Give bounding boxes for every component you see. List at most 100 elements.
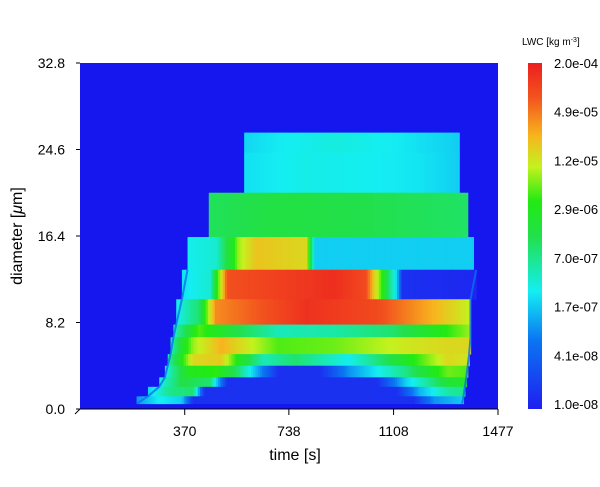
heatmap-cell [353, 337, 357, 355]
heatmap-cell [364, 237, 367, 271]
heatmap-cell [464, 354, 468, 367]
heatmap-cell [411, 152, 415, 194]
heatmap-cell [453, 269, 457, 300]
heatmap-cell [458, 386, 461, 397]
heatmap-cell [402, 152, 406, 194]
heatmap-cell [409, 152, 413, 194]
heatmap-cell [424, 377, 427, 388]
heatmap-cell [366, 354, 370, 367]
heatmap-cell [227, 396, 231, 405]
heatmap-cell [273, 324, 276, 338]
heatmap-cell [429, 324, 433, 338]
heatmap-cell [452, 132, 456, 154]
heatmap-cell [344, 354, 348, 367]
heatmap-cell [429, 152, 433, 194]
heatmap-cell [280, 365, 284, 378]
heatmap-cell [358, 269, 362, 300]
heatmap-cell [210, 354, 214, 367]
heatmap-cell [197, 386, 201, 397]
heatmap-cell [166, 377, 169, 388]
heatmap-cell [337, 354, 341, 367]
heatmap-cell [256, 269, 260, 300]
heatmap-cell [258, 269, 262, 300]
heatmap-cell [437, 396, 441, 405]
heatmap-cell [438, 365, 442, 378]
heatmap-cell [245, 396, 249, 405]
heatmap-cell [253, 365, 257, 378]
heatmap-cell [408, 192, 411, 238]
heatmap-cell [305, 365, 309, 378]
heatmap-cell [199, 269, 203, 300]
heatmap-cell [315, 396, 319, 405]
heatmap-cell [299, 386, 303, 397]
heatmap-cell [310, 269, 314, 300]
heatmap-cell [271, 354, 275, 367]
heatmap-cell [307, 152, 311, 194]
heatmap-cell [382, 365, 386, 378]
heatmap-cell [413, 324, 417, 338]
heatmap-cell [266, 152, 270, 194]
heatmap-cell [425, 237, 429, 271]
heatmap-cell [433, 269, 437, 300]
heatmap-cell [400, 152, 404, 194]
heatmap-cell [428, 377, 432, 388]
heatmap-cell [207, 365, 211, 378]
heatmap-cell [447, 365, 451, 378]
heatmap-cell [287, 237, 291, 271]
heatmap-cell [238, 192, 242, 238]
heatmap-cell [442, 337, 446, 355]
heatmap-cell [289, 152, 293, 194]
heatmap-cell [373, 354, 377, 367]
heatmap-cell [432, 132, 435, 154]
heatmap-cell [386, 324, 390, 338]
heatmap-cell [439, 354, 443, 367]
heatmap-cell [409, 365, 413, 378]
heatmap-cell [455, 192, 459, 238]
heatmap-cell [392, 337, 396, 355]
heatmap-cell [377, 237, 381, 271]
heatmap-cell [433, 377, 437, 388]
heatmap-cell [389, 192, 393, 238]
heatmap-cell [442, 396, 446, 405]
heatmap-cell [254, 192, 257, 238]
heatmap-cell [280, 237, 284, 271]
heatmap-cell [276, 377, 280, 388]
heatmap-cell [406, 324, 410, 338]
heatmap-cell [464, 269, 468, 300]
heatmap-cell [283, 269, 287, 300]
heatmap-cell [453, 337, 457, 355]
heatmap-cell [438, 299, 442, 326]
heatmap-cell [409, 299, 413, 326]
heatmap-cell [179, 377, 183, 388]
heatmap-cell [346, 192, 350, 238]
heatmap-cell [443, 299, 447, 326]
heatmap-cell [271, 299, 275, 326]
heatmap-cell [279, 377, 283, 388]
heatmap-cell [456, 132, 460, 154]
heatmap-cell [389, 299, 392, 326]
heatmap-cell [309, 365, 313, 378]
heatmap-cell [279, 396, 283, 405]
heatmap-cell [272, 337, 276, 355]
heatmap-cell [265, 377, 269, 388]
y-ticks: 0.08.216.424.632.8 [38, 55, 80, 417]
heatmap-cell [415, 396, 418, 405]
heatmap-cell [395, 299, 399, 326]
heatmap-cell [353, 354, 357, 367]
heatmap-cell [284, 299, 288, 326]
heatmap-cell [451, 324, 455, 338]
heatmap-cell [245, 386, 249, 397]
heatmap-cell [291, 152, 295, 194]
heatmap-cell [459, 365, 463, 378]
heatmap-cell [413, 365, 417, 378]
heatmap-cell [416, 365, 420, 378]
heatmap-cell [329, 396, 332, 405]
heatmap-cell [286, 386, 289, 397]
heatmap-cell [312, 365, 315, 378]
heatmap-cell [265, 386, 269, 397]
heatmap-cell [184, 377, 188, 388]
heatmap-cell [271, 237, 275, 271]
heatmap-cell [243, 324, 247, 338]
heatmap-cell [209, 324, 213, 338]
heatmap-cell [353, 269, 357, 300]
